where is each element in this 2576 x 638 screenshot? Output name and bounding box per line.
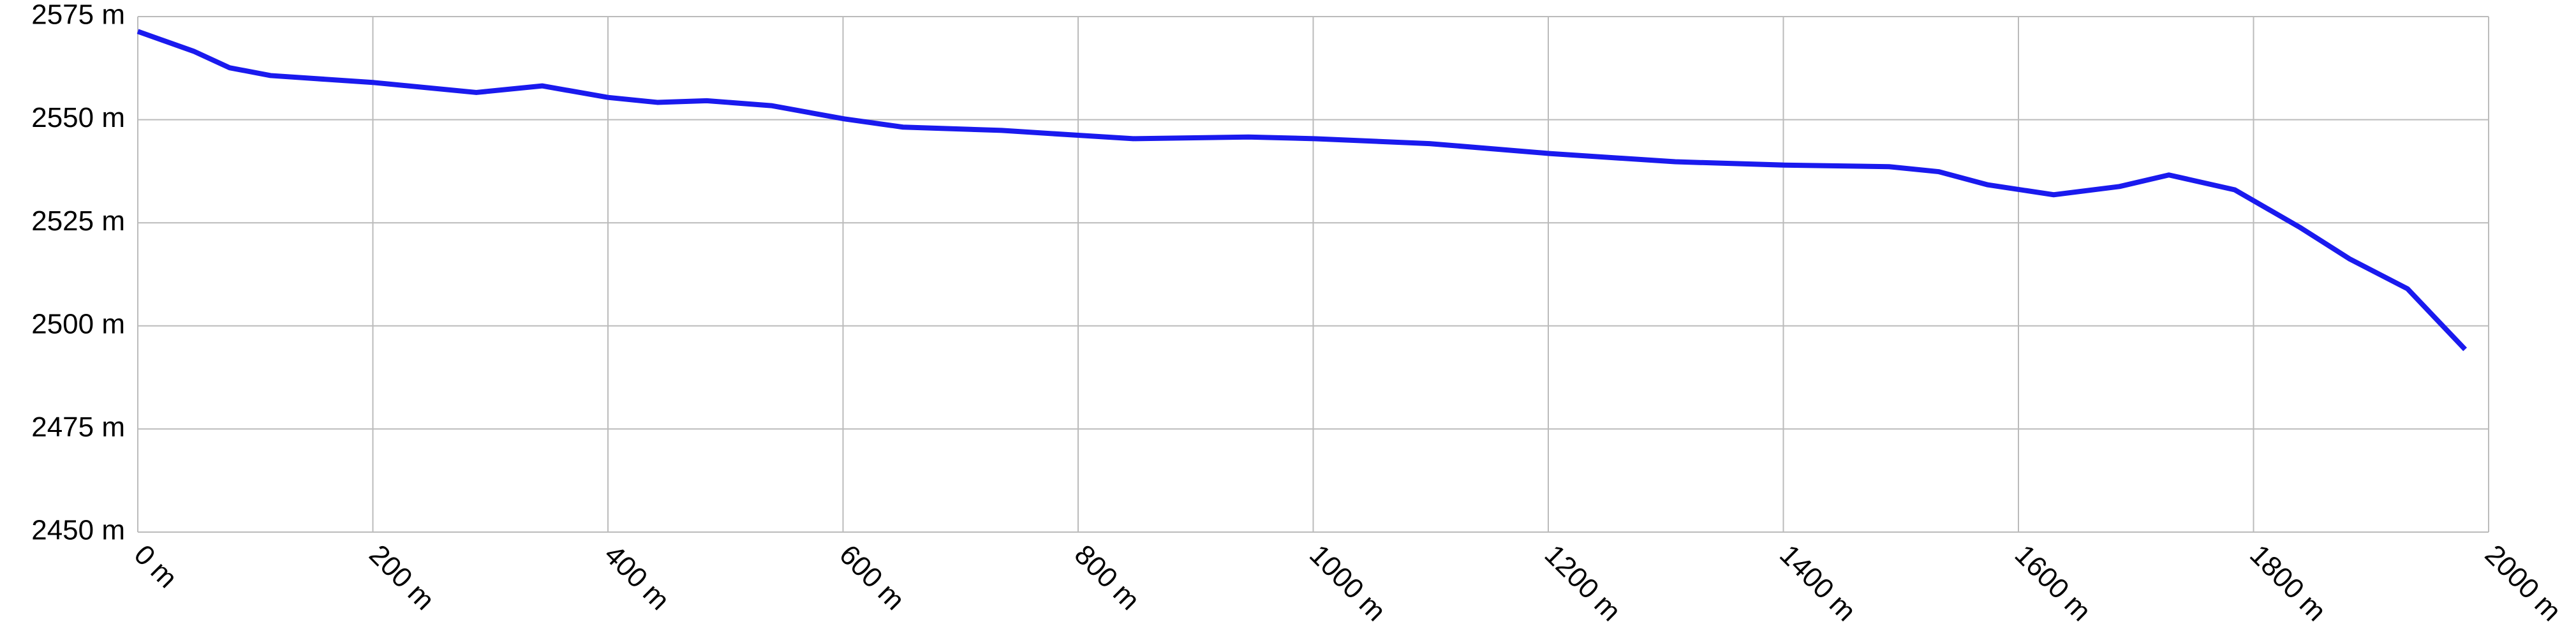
- y-tick-label: 2550 m: [31, 102, 125, 133]
- x-tick-label: 1000 m: [1303, 539, 1391, 627]
- x-tick-label: 200 m: [363, 539, 440, 616]
- y-tick-label: 2500 m: [31, 308, 125, 339]
- x-tick-label: 1800 m: [2244, 539, 2332, 627]
- x-tick-label: 1600 m: [2009, 539, 2097, 627]
- x-tick-label: 400 m: [598, 539, 676, 616]
- x-tick-label: 2000 m: [2479, 539, 2567, 627]
- elevation-line: [137, 29, 2468, 352]
- y-tick-label: 2575 m: [31, 0, 125, 31]
- x-tick-label: 800 m: [1069, 539, 1146, 616]
- x-tick-label: 600 m: [833, 539, 910, 616]
- y-tick-label: 2525 m: [31, 205, 125, 237]
- y-tick-label: 2475 m: [31, 412, 125, 443]
- x-tick-label: 1200 m: [1539, 539, 1627, 627]
- x-tick-label: 0 m: [128, 539, 184, 595]
- x-tick-label: 1400 m: [1773, 539, 1862, 627]
- y-tick-label: 2450 m: [31, 515, 125, 546]
